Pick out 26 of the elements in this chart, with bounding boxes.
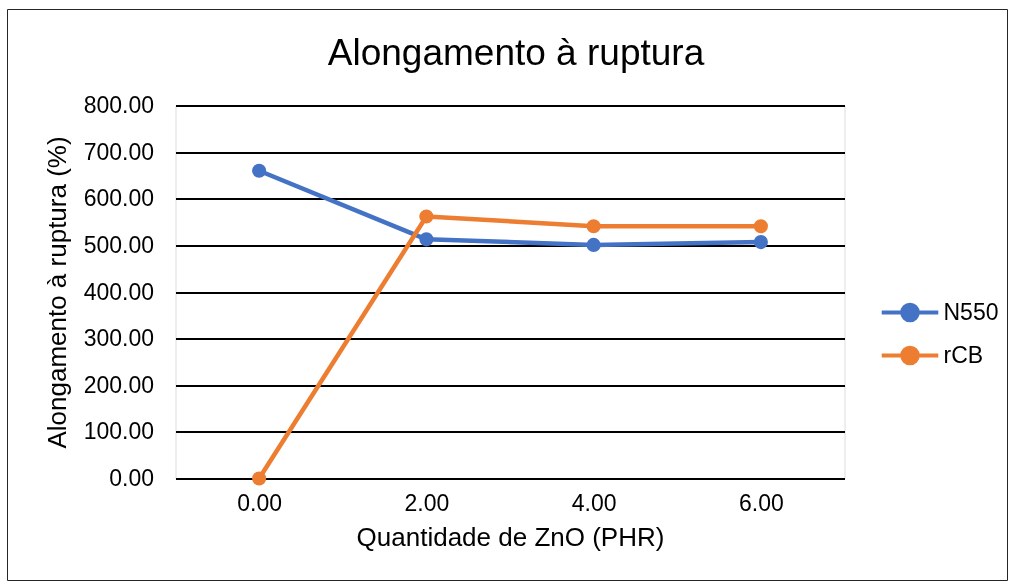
point (586, 219, 601, 234)
y-tick-label: 500.00 (83, 231, 154, 258)
x-tick-label: 4.00 (571, 490, 617, 516)
y-tick-label: 600.00 (83, 185, 154, 212)
x-tick-label: 6.00 (738, 490, 784, 516)
point (252, 163, 267, 178)
legend-label: N550 (943, 298, 999, 325)
point (586, 237, 601, 252)
legend-label: rCB (943, 341, 984, 368)
point (419, 232, 434, 247)
point (252, 471, 267, 486)
x-tick-label: 0.00 (237, 490, 283, 516)
x-axis-title: Quantidade de ZnO (PHR) (356, 522, 665, 552)
y-axis-title: Alongamento à ruptura (%) (41, 136, 72, 449)
point (753, 235, 768, 250)
point (753, 219, 768, 234)
y-tick-label: 800.00 (83, 92, 154, 118)
y-tick-label: 200.00 (83, 371, 154, 398)
x-tick-label: 2.00 (404, 490, 450, 516)
y-tick-label: 700.00 (83, 138, 154, 165)
chart-title: Alongamento à ruptura (327, 31, 705, 73)
y-tick-label: 400.00 (83, 278, 154, 305)
y-tick-label: 0.00 (109, 465, 154, 491)
point (419, 209, 434, 224)
y-tick-label: 100.00 (83, 418, 154, 445)
y-tick-label: 300.00 (83, 325, 154, 352)
